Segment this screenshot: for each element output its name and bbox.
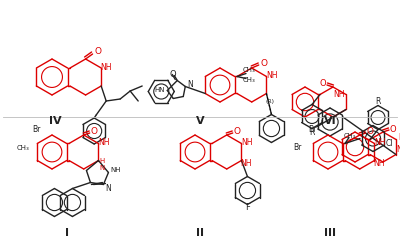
Text: Cl: Cl	[385, 139, 393, 148]
Text: NH: NH	[333, 90, 345, 99]
Text: O: O	[260, 60, 267, 68]
Text: NH: NH	[99, 138, 110, 147]
Text: IV: IV	[49, 116, 61, 126]
Text: CH₃: CH₃	[243, 78, 255, 83]
Text: V: V	[196, 116, 204, 126]
Text: NH: NH	[100, 62, 112, 71]
Text: Br: Br	[32, 125, 40, 135]
Text: HN: HN	[398, 133, 400, 142]
Text: VI: VI	[324, 116, 336, 126]
Text: CH₃: CH₃	[344, 132, 356, 139]
Text: N: N	[106, 184, 111, 193]
Text: II: II	[196, 228, 204, 238]
Text: (R): (R)	[266, 99, 275, 104]
Text: O: O	[170, 70, 176, 79]
Text: O: O	[90, 127, 97, 137]
Text: NH: NH	[242, 138, 253, 147]
Text: O: O	[366, 127, 373, 137]
Text: O: O	[320, 79, 326, 87]
Text: R: R	[375, 97, 381, 106]
Text: CH₃: CH₃	[17, 145, 30, 151]
Text: NH: NH	[374, 159, 385, 168]
Text: NH: NH	[110, 167, 121, 173]
Text: H
N: H N	[100, 158, 105, 171]
Text: Br: Br	[293, 143, 302, 152]
Text: O: O	[94, 47, 101, 57]
Text: F: F	[245, 203, 250, 212]
Text: I: I	[65, 228, 69, 238]
Text: NH: NH	[241, 159, 252, 168]
Text: O: O	[390, 124, 396, 133]
Text: N: N	[188, 80, 193, 89]
Text: NH: NH	[375, 138, 386, 147]
Text: III: III	[324, 228, 336, 238]
Text: O: O	[233, 127, 240, 137]
Text: R: R	[309, 128, 315, 137]
Text: NH: NH	[267, 71, 278, 80]
Text: N: N	[396, 145, 400, 154]
Text: HN: HN	[154, 86, 164, 92]
Text: CH₃: CH₃	[243, 67, 255, 74]
Text: Br: Br	[308, 125, 316, 135]
